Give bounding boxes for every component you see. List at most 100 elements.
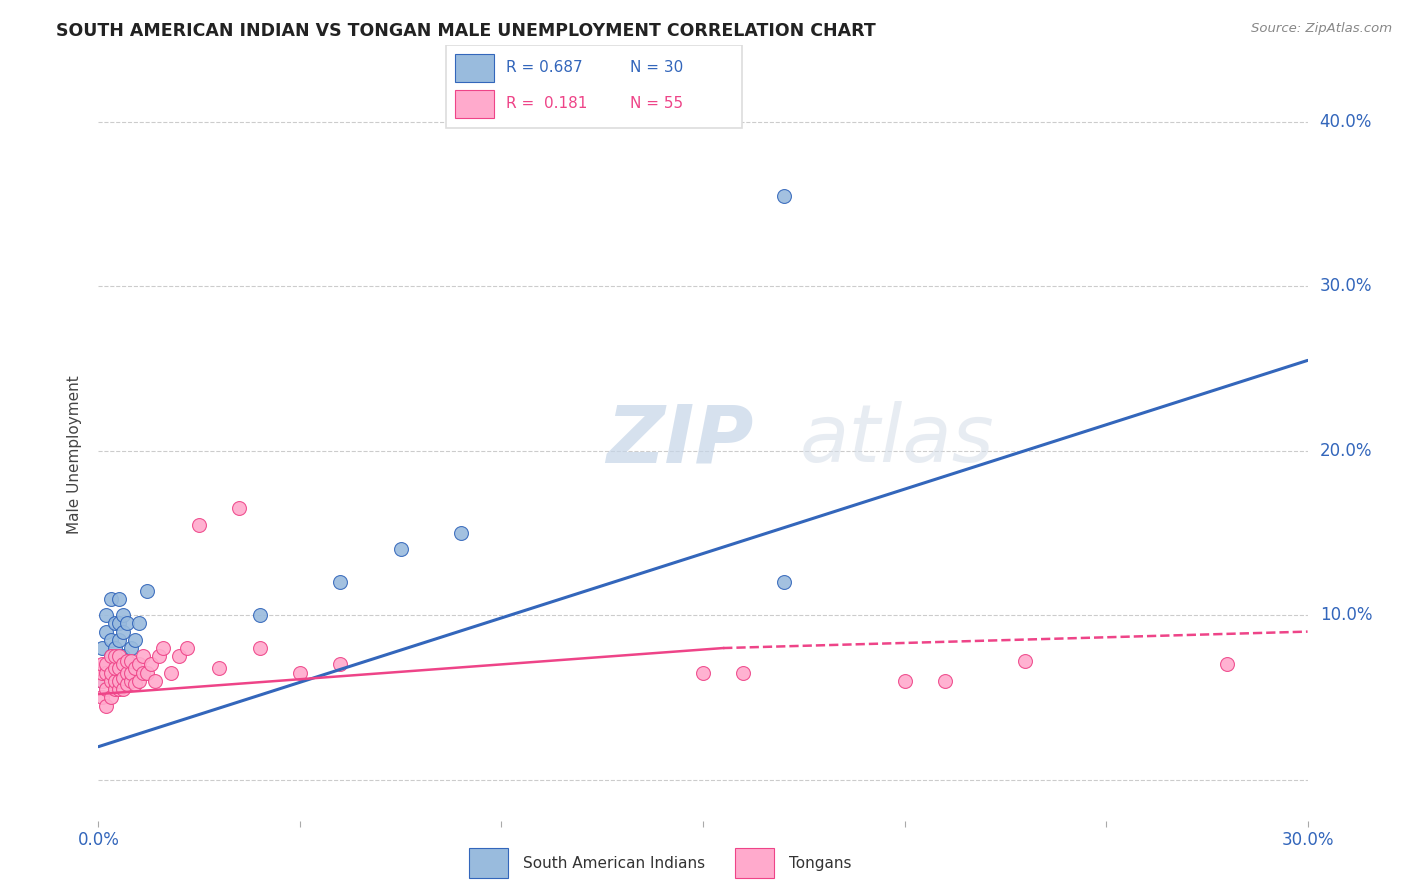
Point [111, 682, 134, 697]
Point [100, 690, 122, 705]
Point [111, 649, 134, 664]
Point [111, 608, 134, 623]
Text: 20.0%: 20.0% [1320, 442, 1372, 459]
Point [107, 657, 129, 672]
Point [91, 665, 114, 680]
Point [228, 501, 250, 516]
Text: ZIP: ZIP [606, 401, 754, 479]
Point [120, 665, 142, 680]
Point [450, 526, 472, 541]
Point [132, 665, 155, 680]
Point [772, 189, 794, 203]
Point [100, 591, 122, 606]
Point [143, 673, 166, 688]
Point [103, 661, 125, 675]
Text: 40.0%: 40.0% [1320, 113, 1372, 131]
Text: Tongans: Tongans [789, 855, 851, 871]
Point [115, 665, 138, 680]
Point [103, 682, 125, 697]
Point [100, 649, 122, 664]
Point [111, 671, 134, 685]
Point [115, 665, 138, 680]
Point [91, 657, 114, 672]
Point [111, 657, 134, 672]
Point [128, 616, 150, 631]
Point [772, 575, 794, 590]
Point [103, 673, 125, 688]
Point [249, 608, 271, 623]
Point [115, 616, 138, 631]
Point [107, 649, 129, 664]
Point [128, 673, 150, 688]
Point [692, 665, 714, 680]
Point [124, 661, 146, 675]
Point [91, 690, 114, 705]
Point [208, 661, 231, 675]
Point [107, 616, 129, 631]
Point [107, 632, 129, 647]
Point [91, 641, 114, 656]
Point [103, 616, 125, 631]
Point [128, 665, 150, 680]
Point [96, 624, 118, 639]
Text: 10.0%: 10.0% [1320, 607, 1372, 624]
Point [139, 657, 162, 672]
Point [96, 665, 118, 680]
Point [103, 641, 125, 656]
Point [135, 665, 157, 680]
Point [124, 677, 146, 691]
Point [152, 641, 174, 656]
Point [120, 657, 142, 672]
Point [176, 641, 198, 656]
Point [934, 673, 956, 688]
Point [128, 657, 150, 672]
Text: atlas: atlas [800, 401, 994, 479]
Text: N = 30: N = 30 [630, 60, 683, 75]
Point [107, 591, 129, 606]
Bar [456, 54, 495, 82]
Point [96, 608, 118, 623]
Point [167, 649, 190, 664]
Point [188, 517, 211, 532]
Point [148, 649, 170, 664]
Bar [734, 848, 773, 878]
Point [1216, 657, 1239, 672]
Text: N = 55: N = 55 [630, 96, 683, 112]
Point [100, 632, 122, 647]
Point [1014, 654, 1036, 668]
Bar [470, 848, 509, 878]
Point [91, 673, 114, 688]
Point [111, 624, 134, 639]
Point [733, 665, 755, 680]
Point [103, 673, 125, 688]
Text: Source: ZipAtlas.com: Source: ZipAtlas.com [1251, 22, 1392, 36]
Point [120, 654, 142, 668]
Point [249, 641, 271, 656]
Text: R = 0.687: R = 0.687 [506, 60, 583, 75]
Point [893, 673, 915, 688]
Bar [456, 90, 495, 119]
Point [124, 632, 146, 647]
Point [96, 657, 118, 672]
Point [115, 677, 138, 691]
Point [96, 682, 118, 697]
Point [100, 673, 122, 688]
Point [120, 641, 142, 656]
Point [115, 654, 138, 668]
Point [107, 673, 129, 688]
Point [103, 649, 125, 664]
Point [91, 673, 114, 688]
Text: SOUTH AMERICAN INDIAN VS TONGAN MALE UNEMPLOYMENT CORRELATION CHART: SOUTH AMERICAN INDIAN VS TONGAN MALE UNE… [56, 22, 876, 40]
Point [329, 575, 352, 590]
FancyBboxPatch shape [446, 45, 742, 128]
Y-axis label: Male Unemployment: Male Unemployment [67, 376, 83, 534]
Point [100, 649, 122, 664]
Point [135, 583, 157, 598]
Point [96, 698, 118, 713]
Point [107, 661, 129, 675]
Text: South American Indians: South American Indians [523, 855, 706, 871]
Point [107, 682, 129, 697]
Point [288, 665, 311, 680]
Point [100, 665, 122, 680]
Text: R =  0.181: R = 0.181 [506, 96, 588, 112]
